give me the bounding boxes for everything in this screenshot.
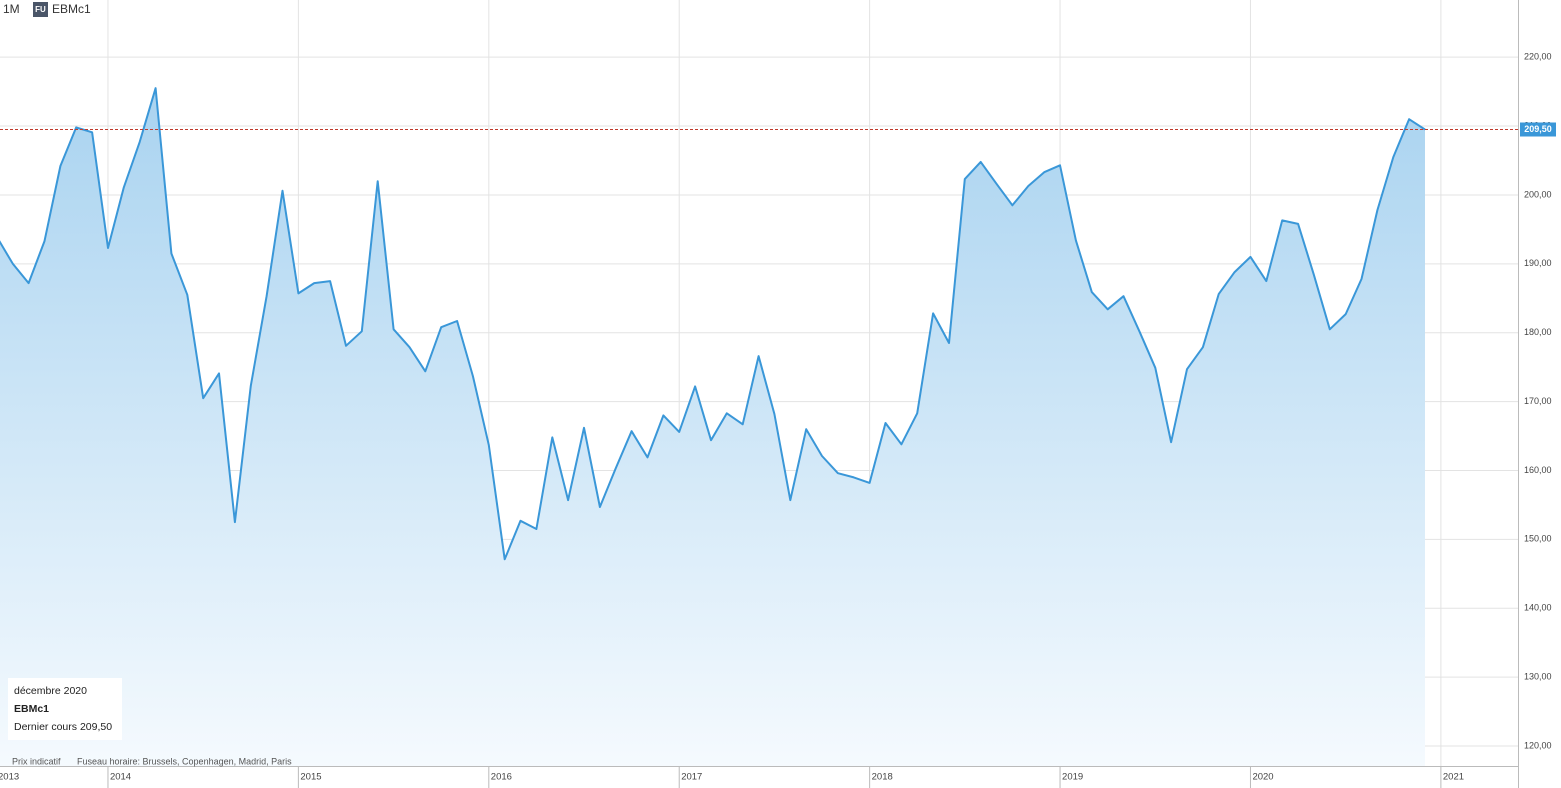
y-tick-label: 190,00 <box>1524 258 1552 268</box>
y-tick-label: 170,00 <box>1524 396 1552 406</box>
footer-timezone: Fuseau horaire: Brussels, Copenhagen, Ma… <box>77 756 292 766</box>
x-tick-label: 2018 <box>872 772 893 783</box>
y-tick-label: 200,00 <box>1524 189 1552 199</box>
info-last-value: 209,50 <box>80 721 112 733</box>
y-tick-label: 160,00 <box>1524 465 1552 475</box>
x-tick-label: 2015 <box>300 772 321 783</box>
y-tick-label: 150,00 <box>1524 534 1552 544</box>
line <box>0 87 1426 561</box>
y-tick-label: 180,00 <box>1524 327 1552 337</box>
info-box <box>8 678 122 740</box>
badge: FU <box>35 5 46 14</box>
info-symbol: EBMc1 <box>14 703 49 715</box>
symbol: EBMc1 <box>52 2 91 16</box>
x-tick-label: 2021 <box>1443 772 1464 783</box>
x-tick-label: 2020 <box>1252 772 1273 783</box>
x-tick-label: 2019 <box>1062 772 1083 783</box>
y-tick-label: 220,00 <box>1524 52 1552 62</box>
y-tick-label: 140,00 <box>1524 603 1552 613</box>
period[interactable]: 1M <box>3 2 20 16</box>
x-tick-label: 2014 <box>110 772 131 783</box>
footer-note: Prix indicatif <box>12 756 61 766</box>
plot-area <box>0 0 1518 766</box>
last-price-badge <box>1520 122 1556 137</box>
info-last: Dernier cours 209,50 <box>14 721 112 733</box>
x-tick-label: 2016 <box>491 772 512 783</box>
x-tick-label: 2017 <box>681 772 702 783</box>
y-tick-label: 130,00 <box>1524 672 1552 682</box>
badge-box <box>33 2 48 17</box>
info-date: décembre 2020 <box>14 685 87 697</box>
area <box>0 88 1425 766</box>
info-last-label: Dernier cours <box>14 721 77 733</box>
last-price-label: 209,50 <box>1524 124 1552 134</box>
y-tick-label: 120,00 <box>1524 740 1552 750</box>
x-tick-label: 2013 <box>0 772 19 783</box>
